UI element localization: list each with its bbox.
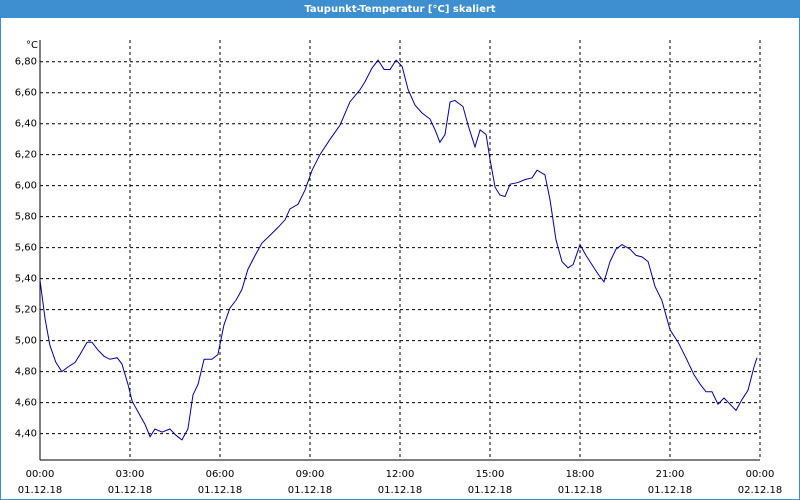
- x-tick-date: 01.12.18: [18, 485, 63, 496]
- y-tick-label: 5,40: [15, 274, 37, 285]
- title-bar: [0, 0, 800, 17]
- y-tick-label: 5,60: [15, 243, 37, 254]
- x-tick-date: 02.12.18: [738, 485, 783, 496]
- y-tick-label: 5,00: [15, 336, 37, 347]
- x-tick-date: 01.12.18: [108, 485, 153, 496]
- y-axis-label: °C: [26, 40, 38, 51]
- x-tick-label: 21:00: [656, 469, 685, 480]
- y-tick-label: 6,00: [15, 181, 37, 192]
- x-tick-label: 03:00: [116, 469, 145, 480]
- data-line: [39, 59, 758, 441]
- y-tick-label: 6,40: [15, 119, 37, 130]
- x-tick-date: 01.12.18: [378, 485, 423, 496]
- x-tick-date: 01.12.18: [558, 485, 603, 496]
- x-tick-label: 00:00: [746, 469, 775, 480]
- y-tick-label: 5,80: [15, 212, 37, 223]
- x-tick-label: 15:00: [476, 469, 505, 480]
- x-tick-label: 09:00: [296, 469, 325, 480]
- y-tick-label: 6,20: [15, 150, 37, 161]
- x-tick-label: 06:00: [206, 469, 235, 480]
- x-tick-label: 12:00: [386, 469, 415, 480]
- y-tick-label: 4,40: [15, 429, 37, 440]
- x-tick-date: 01.12.18: [468, 485, 513, 496]
- x-tick-date: 01.12.18: [198, 485, 243, 496]
- y-tick-label: 4,60: [15, 398, 37, 409]
- x-tick-label: 00:00: [26, 469, 55, 480]
- chart-title: Taupunkt-Temperatur [°C] skaliert: [304, 4, 495, 15]
- y-tick-label: 5,20: [15, 305, 37, 316]
- y-tick-label: 6,80: [15, 57, 37, 68]
- y-tick-label: 4,80: [15, 367, 37, 378]
- x-tick-date: 01.12.18: [648, 485, 693, 496]
- y-tick-label: 6,60: [15, 88, 37, 99]
- x-tick-date: 01.12.18: [288, 485, 333, 496]
- x-tick-label: 18:00: [566, 469, 595, 480]
